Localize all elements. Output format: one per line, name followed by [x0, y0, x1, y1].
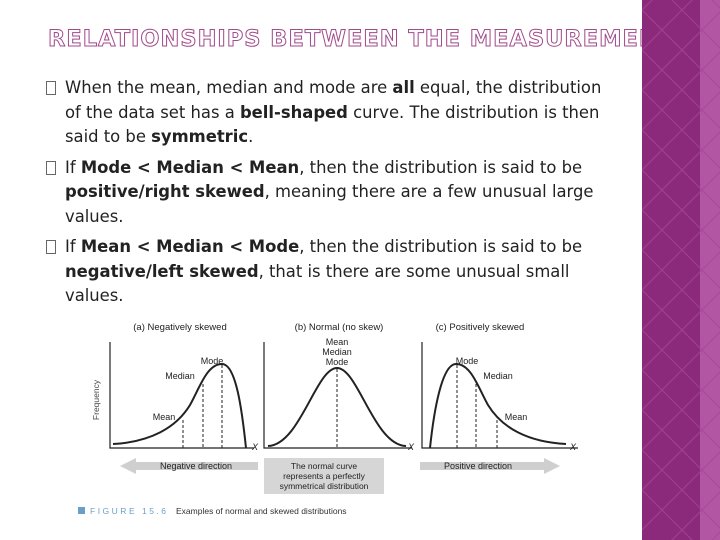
bullet-text: If [65, 157, 81, 177]
bullet-text: , then the distribution is said to be [299, 157, 583, 177]
panel-title-negative: (a) Negatively skewed [133, 322, 226, 333]
decorative-band [642, 0, 720, 540]
panel-a-median-label: Median [165, 371, 195, 381]
panel-negative: Mode Median Mean X [109, 342, 259, 452]
panel-normal: Mean Median Mode X [263, 337, 415, 452]
bullet-text: , meaning there are a few unusual large … [65, 182, 594, 226]
normal-curve-note-box [264, 458, 384, 494]
negative-direction-arrow [120, 458, 258, 474]
bullet-text: equal, the distribution of the data set … [65, 78, 602, 122]
normal-curve-note-line-1: The normal curve [291, 461, 357, 471]
y-axis-label: Frequency [91, 379, 101, 420]
panel-b-median-label: Median [322, 347, 352, 357]
panel-a-x-label: X [251, 442, 259, 452]
positive-direction-label: Positive direction [444, 461, 512, 471]
panel-a-curve [112, 362, 247, 449]
panel-a-mean-label: Mean [153, 412, 176, 422]
normal-curve-note-line-2: represents a perfectly [283, 471, 365, 481]
panel-c-mode-label: Mode [456, 356, 479, 366]
panel-c-mean-label: Mean [505, 412, 528, 422]
bullet-emphasis: negative/left skewed [65, 261, 259, 281]
positive-direction-arrow [420, 458, 560, 474]
panel-a-mode-label: Mode [201, 356, 224, 366]
bullet-emphasis: Mean < Median < Mode [80, 237, 300, 256]
panel-c-axes [421, 342, 578, 449]
skewness-figure: (a) Negatively skewed (b) Normal (no ske… [78, 322, 578, 516]
bullet-emphasis: bell-shaped [239, 102, 348, 122]
bullet-emphasis: Mode < Median < Mean [80, 157, 300, 177]
bullet-text: If [65, 237, 81, 256]
panel-positive: Mode Median Mean X [421, 342, 578, 452]
bullet-text: . [248, 127, 254, 146]
slide: RELATIONSHIPS BETWEEN THE MEASUREMENTS W… [46, 25, 693, 516]
bullet-emphasis: all [392, 78, 415, 97]
panel-b-x-label: X [407, 442, 415, 452]
bullet-text: When the mean, median and mode are [65, 78, 393, 97]
panel-c-median-label: Median [483, 371, 513, 381]
bullet-marker-icon [46, 160, 56, 175]
bullet-item: If Mode < Median < Mean, then the distri… [46, 156, 606, 230]
bullet-marker-icon [46, 81, 56, 95]
bullet-text: , that is there are some unusual small v… [65, 261, 570, 306]
bullet-marker-icon [46, 240, 56, 254]
bullet-text: , then the distribution is said to be [299, 237, 583, 256]
panel-b-mode-label: Mode [326, 357, 349, 367]
bullet-emphasis: symmetric [151, 127, 249, 146]
panel-c-curve [429, 362, 567, 449]
caption-text: Examples of normal and skewed distributi… [176, 506, 347, 516]
panel-title-positive: (c) Positively skewed [436, 322, 525, 333]
bullet-list: When the mean, median and mode are all e… [46, 76, 606, 315]
panel-c-x-label: X [569, 442, 577, 452]
bullet-emphasis: positive/right skewed [65, 182, 265, 201]
negative-direction-label: Negative direction [160, 461, 232, 471]
bullet-item: When the mean, median and mode are all e… [46, 76, 606, 150]
normal-curve-note-line-3: symmetrical distribution [280, 481, 369, 491]
panel-b-curve [267, 366, 407, 447]
caption-square [78, 507, 85, 514]
panel-a-axes [109, 342, 254, 449]
panel-title-normal: (b) Normal (no skew) [295, 322, 384, 333]
slide-title: RELATIONSHIPS BETWEEN THE MEASUREMENTS [48, 26, 693, 53]
caption-figure-label: FIGURE 15.6 [90, 506, 169, 516]
band-pattern [642, 0, 720, 540]
panel-b-axes [263, 342, 412, 449]
bullet-item: If Mean < Median < Mode, then the distri… [46, 235, 606, 309]
bullet-text: curve. The distribution is then said to … [65, 102, 600, 147]
panel-b-mean-label: Mean [326, 337, 349, 347]
